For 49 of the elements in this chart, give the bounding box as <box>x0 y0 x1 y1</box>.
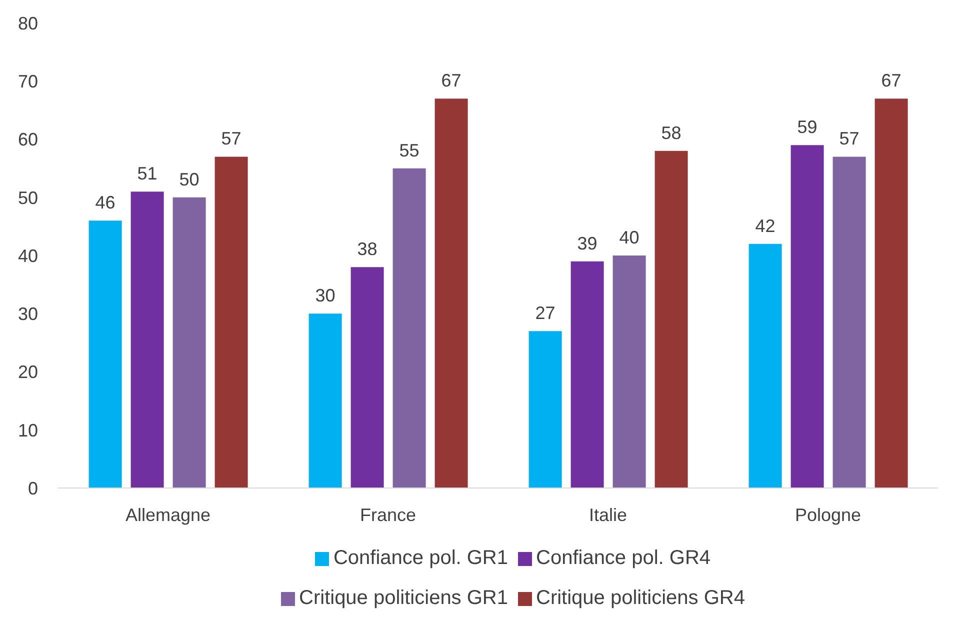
data-label: 50 <box>179 169 200 190</box>
bar <box>130 192 164 488</box>
data-label: 57 <box>221 128 242 149</box>
y-tick-label: 70 <box>18 72 38 92</box>
data-label: 38 <box>357 239 378 260</box>
y-tick-label: 10 <box>18 420 38 440</box>
legend-label: Confiance pol. GR4 <box>536 547 711 569</box>
bar <box>874 98 908 488</box>
bar <box>832 156 866 488</box>
bar <box>308 314 342 488</box>
bar <box>88 220 122 488</box>
x-tick-label: Pologne <box>794 504 862 525</box>
bar <box>790 145 824 488</box>
data-label: 58 <box>661 122 682 143</box>
data-label: 42 <box>755 216 776 236</box>
bar <box>350 267 384 488</box>
data-label: 51 <box>137 164 158 184</box>
data-label: 30 <box>315 286 336 306</box>
bar <box>434 98 468 488</box>
data-label: 67 <box>881 70 902 91</box>
y-tick-label: 0 <box>28 478 38 498</box>
bar <box>214 156 248 488</box>
bar <box>570 261 604 488</box>
bar <box>654 150 688 488</box>
y-tick-label: 60 <box>18 130 38 150</box>
y-tick-label: 80 <box>18 13 38 34</box>
y-tick-label: 30 <box>18 304 38 324</box>
bar <box>172 197 206 488</box>
legend-label: Confiance pol. GR1 <box>333 547 508 569</box>
bar <box>528 331 562 488</box>
data-label: 40 <box>619 228 640 248</box>
y-tick-label: 20 <box>18 362 38 382</box>
data-label: 67 <box>441 70 462 91</box>
data-label: 46 <box>95 192 116 213</box>
bar <box>392 168 426 488</box>
x-tick-label: Allemagne <box>125 504 211 525</box>
data-label: 59 <box>797 117 818 138</box>
x-tick-label: France <box>360 504 416 525</box>
legend-label: Critique politiciens GR1 <box>299 587 508 609</box>
legend-label: Critique politiciens GR4 <box>536 587 745 609</box>
bar <box>612 256 646 488</box>
bar <box>748 244 782 488</box>
y-tick-label: 40 <box>18 246 38 266</box>
data-label: 55 <box>399 140 420 160</box>
data-label: 57 <box>839 128 860 149</box>
data-label: 39 <box>577 233 598 254</box>
x-tick-label: Italie <box>588 504 628 525</box>
y-tick-label: 50 <box>18 188 38 208</box>
data-label: 27 <box>535 303 556 324</box>
